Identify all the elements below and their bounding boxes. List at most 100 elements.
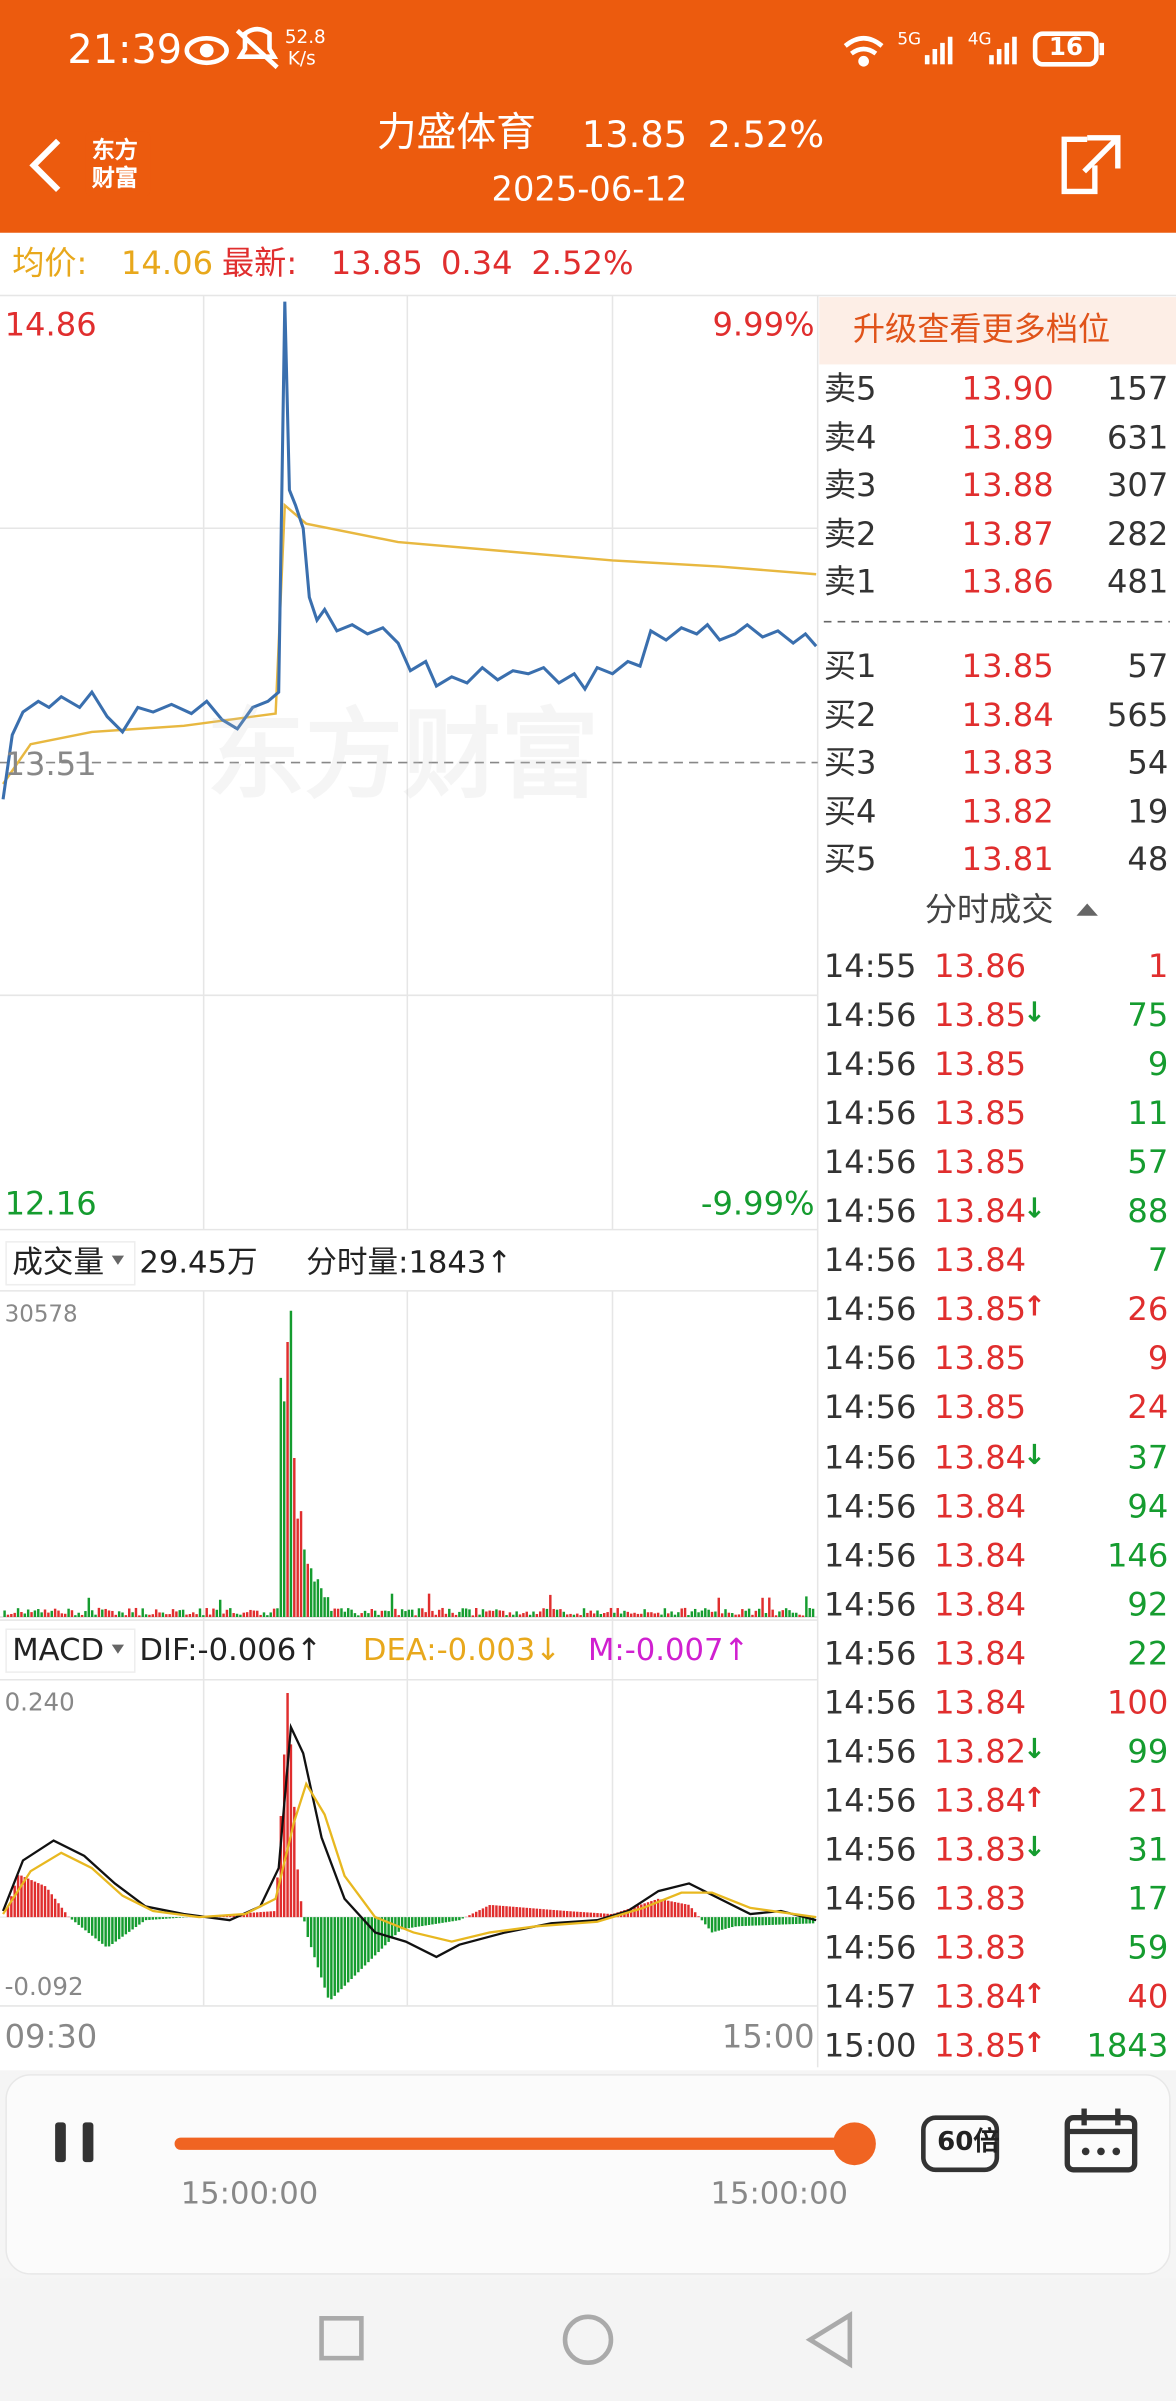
watermark: 东方财富 (207, 707, 599, 805)
net-speed: 52.8 (285, 28, 326, 46)
trade-arrow: ↓ (1023, 1000, 1046, 1028)
trade-arrow: ↑ (1023, 1294, 1046, 1322)
header-date: 2025-06-12 (492, 175, 688, 209)
trade-volume: 9 (1148, 1049, 1168, 1081)
progress-knob[interactable] (833, 2122, 876, 2165)
sort-icon[interactable] (1076, 903, 1097, 915)
trade-time: 14:56 (824, 1000, 917, 1032)
book-label: 买1 (824, 651, 877, 683)
book-price: 13.85 (962, 651, 1054, 683)
trade-volume: 59 (1127, 1932, 1168, 1964)
trade-arrow: ↓ (1023, 1736, 1046, 1764)
trade-time: 14:57 (824, 1982, 917, 2014)
trade-time: 15:00 (824, 2031, 917, 2063)
trade-volume: 22 (1127, 1638, 1168, 1670)
trade-volume: 21 (1127, 1785, 1168, 1817)
trade-arrow: ↓ (1023, 1834, 1046, 1862)
trade-time: 14:56 (824, 1540, 917, 1572)
book-label: 卖4 (824, 422, 877, 454)
trade-price: 13.84 (934, 1442, 1026, 1474)
trade-price: 13.86 (934, 951, 1026, 983)
trade-volume: 17 (1127, 1883, 1168, 1915)
trade-time: 14:56 (824, 1196, 917, 1228)
trade-volume: 57 (1127, 1147, 1168, 1179)
trade-price: 13.85 (934, 2031, 1026, 2063)
macd-min: -0.092 (5, 1975, 84, 2000)
macd-selector[interactable]: MACD (12, 1634, 104, 1665)
trade-time: 14:56 (824, 1049, 917, 1081)
trade-volume: 94 (1127, 1491, 1168, 1523)
trade-price: 13.84 (934, 1245, 1026, 1277)
trade-volume: 92 (1127, 1589, 1168, 1621)
trade-price: 13.85 (934, 1294, 1026, 1326)
trade-arrow: ↓ (1023, 1196, 1046, 1224)
trade-price: 13.83 (934, 1883, 1026, 1915)
trade-price: 13.84 (934, 1982, 1026, 2014)
macd-dif: DIF:-0.006↑ (139, 1634, 322, 1665)
back-icon[interactable] (34, 141, 59, 190)
book-price: 13.90 (962, 374, 1054, 406)
volume-selector[interactable]: 成交量 (12, 1246, 104, 1277)
macd-bars (5, 1693, 814, 1999)
trade-volume: 75 (1127, 1000, 1168, 1032)
avg-price: 14.06 (121, 248, 213, 280)
dropdown-icons (112, 1256, 124, 1654)
header-price: 13.85 (582, 116, 687, 153)
pause-bar[interactable] (83, 2122, 94, 2162)
trade-arrow: ↓ (1023, 1442, 1046, 1470)
macd-max: 0.240 (5, 1691, 75, 1716)
macd-m: M:-0.007↑ (588, 1634, 749, 1665)
book-price: 13.86 (962, 567, 1054, 599)
trade-time: 14:56 (824, 1785, 917, 1817)
trade-time: 14:55 (824, 951, 917, 983)
time-end: 15:00 (722, 2021, 815, 2053)
last-price: 13.85 (331, 248, 423, 280)
trade-time: 14:56 (824, 1638, 917, 1670)
pause-bar[interactable] (55, 2122, 66, 2162)
book-label: 卖5 (824, 374, 877, 406)
trade-volume: 24 (1127, 1393, 1168, 1425)
book-volume: 54 (1127, 747, 1168, 779)
trade-price: 13.85 (934, 1393, 1026, 1425)
trade-volume: 31 (1127, 1834, 1168, 1866)
last-change-pct: 2.52% (531, 248, 633, 280)
book-label: 买5 (824, 844, 877, 876)
volume-max: 30578 (5, 1303, 78, 1326)
trade-time: 14:56 (824, 1491, 917, 1523)
low-price: 12.16 (5, 1188, 97, 1220)
signal-label: 4G (968, 31, 992, 48)
logo-text: 财富 (92, 167, 138, 190)
book-label: 卖1 (824, 567, 877, 599)
high-price: 14.86 (5, 309, 97, 341)
stock-name: 力盛体育 (377, 113, 536, 153)
book-label: 买4 (824, 795, 877, 827)
trade-price: 13.84 (934, 1589, 1026, 1621)
trade-price: 13.83 (934, 1932, 1026, 1964)
book-volume: 157 (1107, 374, 1168, 406)
high-pct: 9.99% (712, 309, 814, 341)
trades-title[interactable]: 分时成交 (925, 894, 1054, 926)
speed-label[interactable]: 60倍 (937, 2130, 999, 2156)
trade-arrow: ↑ (1023, 2031, 1046, 2059)
book-price: 13.83 (962, 747, 1054, 779)
trade-volume: 1843 (1086, 2031, 1168, 2063)
trade-time: 14:56 (824, 1442, 917, 1474)
logo-text: 东方 (92, 139, 138, 162)
book-label: 买3 (824, 747, 877, 779)
trade-time: 14:56 (824, 1687, 917, 1719)
book-label: 卖2 (824, 518, 877, 550)
last-label: 最新: (222, 248, 297, 280)
net-unit: K/s (288, 49, 316, 67)
end-time: 15:00:00 (711, 2177, 849, 2208)
trade-time: 14:56 (824, 1393, 917, 1425)
book-price: 13.84 (962, 699, 1054, 731)
trade-time: 14:56 (824, 1834, 917, 1866)
trade-time: 14:56 (824, 1147, 917, 1179)
time-start: 09:30 (5, 2021, 98, 2053)
book-volume: 565 (1107, 699, 1168, 731)
trade-volume: 26 (1127, 1294, 1168, 1326)
upgrade-link[interactable]: 升级查看更多档位 (853, 314, 1110, 346)
book-volume: 631 (1107, 422, 1168, 454)
share-icon[interactable] (1064, 138, 1118, 192)
